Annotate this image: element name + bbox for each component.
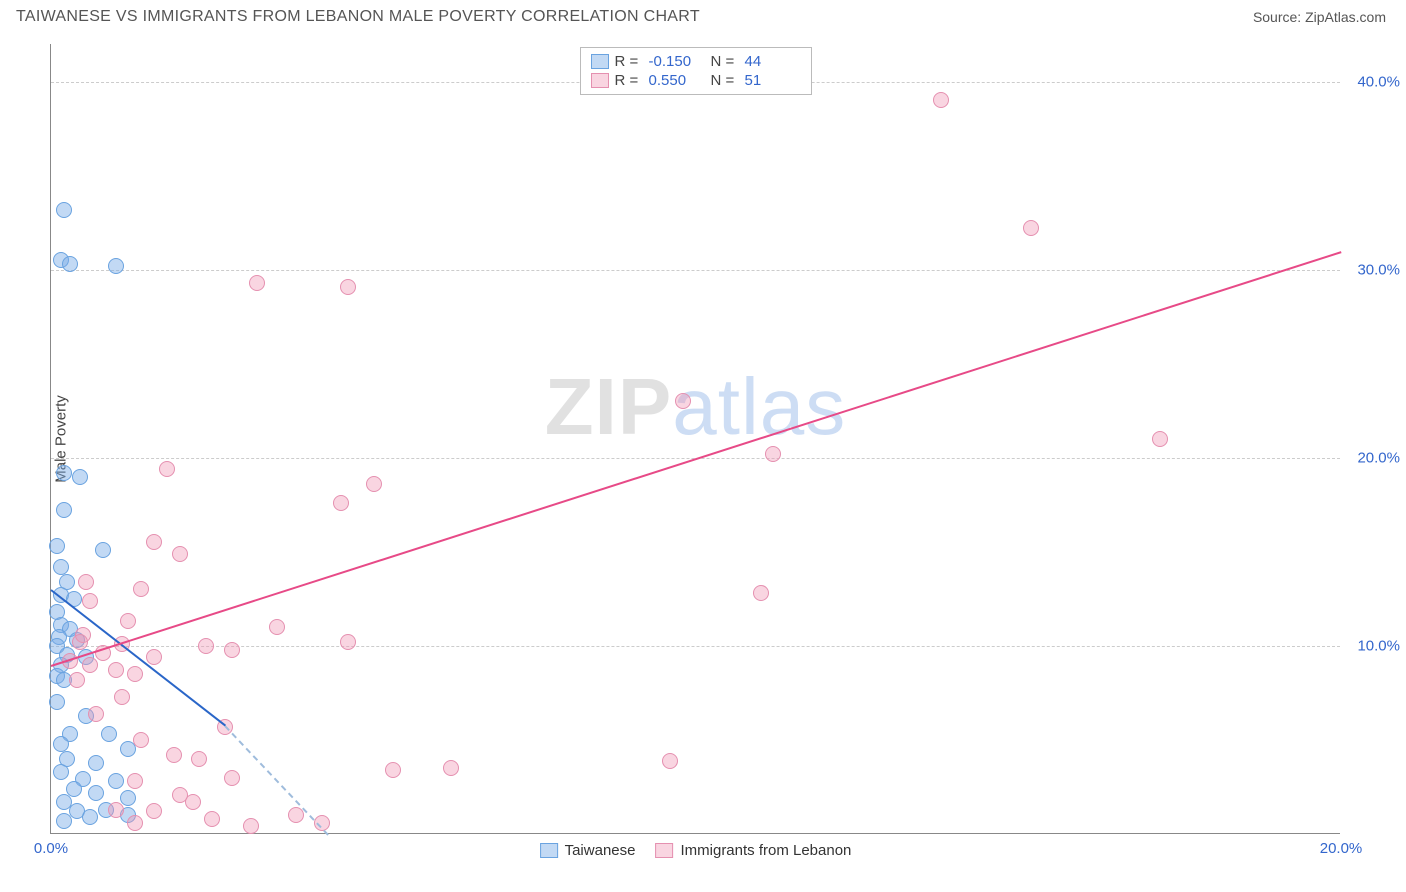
data-point [120, 790, 136, 806]
data-point [108, 258, 124, 274]
data-point [243, 818, 259, 834]
legend-item: Taiwanese [540, 842, 636, 859]
data-point [159, 461, 175, 477]
data-point [108, 662, 124, 678]
data-point [765, 446, 781, 462]
gridline [51, 270, 1340, 271]
data-point [249, 275, 265, 291]
data-point [185, 794, 201, 810]
legend-metric-value: 0.550 [649, 72, 705, 89]
data-point [204, 811, 220, 827]
data-point [127, 666, 143, 682]
data-point [72, 469, 88, 485]
legend-metric-value: 44 [745, 53, 801, 70]
legend-label: Immigrants from Lebanon [680, 842, 851, 859]
legend-metric-label: N = [711, 72, 739, 89]
data-point [146, 649, 162, 665]
legend-metric-value: -0.150 [649, 53, 705, 70]
data-point [56, 202, 72, 218]
data-point [56, 465, 72, 481]
data-point [88, 706, 104, 722]
data-point [1023, 220, 1039, 236]
data-point [53, 559, 69, 575]
data-point [333, 495, 349, 511]
data-point [69, 672, 85, 688]
legend-metric-value: 51 [745, 72, 801, 89]
legend-correlation: R = -0.150 N = 44 R = 0.550 N = 51 [580, 47, 812, 95]
legend-swatch [655, 843, 673, 858]
data-point [114, 689, 130, 705]
data-point [198, 638, 214, 654]
chart-title: TAIWANESE VS IMMIGRANTS FROM LEBANON MAL… [16, 8, 700, 26]
data-point [340, 634, 356, 650]
source-label: Source: ZipAtlas.com [1253, 9, 1386, 25]
legend-series: Taiwanese Immigrants from Lebanon [540, 842, 852, 859]
data-point [366, 476, 382, 492]
data-point [385, 762, 401, 778]
legend-swatch [540, 843, 558, 858]
legend-item: Immigrants from Lebanon [655, 842, 851, 859]
data-point [146, 803, 162, 819]
x-tick-label: 0.0% [34, 840, 68, 857]
watermark: ZIPatlas [545, 361, 846, 453]
data-point [108, 802, 124, 818]
data-point [49, 538, 65, 554]
x-tick-label: 20.0% [1320, 840, 1363, 857]
data-point [49, 694, 65, 710]
data-point [56, 502, 72, 518]
legend-metric-label: R = [615, 53, 643, 70]
chart-plot-area: Male Poverty ZIPatlas R =-0.150N =44R =0… [50, 44, 1340, 834]
data-point [269, 619, 285, 635]
trend-line [224, 725, 329, 835]
data-point [53, 764, 69, 780]
data-point [82, 809, 98, 825]
gridline [51, 646, 1340, 647]
legend-label: Taiwanese [565, 842, 636, 859]
data-point [146, 534, 162, 550]
data-point [675, 393, 691, 409]
data-point [78, 574, 94, 590]
data-point [82, 657, 98, 673]
legend-swatch [591, 54, 609, 69]
data-point [101, 726, 117, 742]
data-point [224, 642, 240, 658]
data-point [172, 546, 188, 562]
data-point [62, 256, 78, 272]
data-point [1152, 431, 1168, 447]
data-point [108, 773, 124, 789]
data-point [443, 760, 459, 776]
data-point [120, 613, 136, 629]
data-point [88, 785, 104, 801]
data-point [133, 581, 149, 597]
data-point [224, 770, 240, 786]
y-tick-label: 30.0% [1345, 261, 1400, 278]
data-point [166, 747, 182, 763]
data-point [95, 542, 111, 558]
data-point [53, 736, 69, 752]
legend-row: R = -0.150 N = 44 [591, 52, 801, 71]
legend-metric-label: R = [615, 72, 643, 89]
data-point [133, 732, 149, 748]
data-point [753, 585, 769, 601]
data-point [88, 755, 104, 771]
data-point [127, 815, 143, 831]
legend-metric-label: N = [711, 53, 739, 70]
data-point [56, 813, 72, 829]
legend-row: R = 0.550 N = 51 [591, 71, 801, 90]
data-point [127, 773, 143, 789]
data-point [72, 634, 88, 650]
data-point [933, 92, 949, 108]
y-tick-label: 10.0% [1345, 637, 1400, 654]
legend-swatch [591, 73, 609, 88]
data-point [340, 279, 356, 295]
data-point [662, 753, 678, 769]
trend-line [51, 251, 1342, 667]
y-tick-label: 20.0% [1345, 449, 1400, 466]
data-point [191, 751, 207, 767]
data-point [82, 593, 98, 609]
y-tick-label: 40.0% [1345, 73, 1400, 90]
